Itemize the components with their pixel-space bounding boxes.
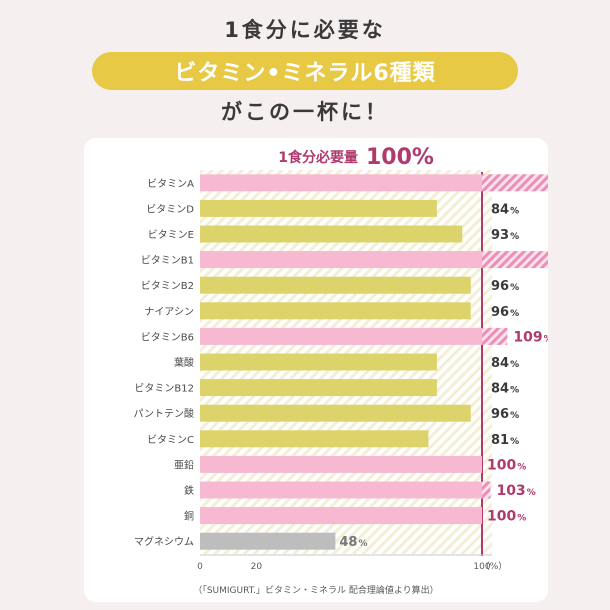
headline-top: 1食分に必要な: [224, 18, 386, 42]
category-label: ビタミンB12: [134, 383, 194, 395]
category-label: 亜鉛: [174, 458, 194, 471]
bar: [200, 532, 336, 550]
value-label: 109%: [513, 329, 548, 345]
value-unit: %: [510, 386, 519, 396]
bar: [200, 430, 429, 448]
highlight-pill: ビタミン•ミネラル6種類: [92, 52, 518, 90]
bar: [200, 225, 463, 243]
bar: [200, 327, 482, 345]
value-label: 84%: [491, 202, 519, 217]
value-label: 96%: [491, 279, 519, 294]
value-label: 93%: [491, 228, 519, 243]
value-unit: %: [527, 488, 536, 498]
bar: [200, 353, 437, 371]
value-unit: %: [517, 462, 526, 472]
category-label: ナイアシン: [144, 306, 194, 318]
category-label: パントテン酸: [134, 407, 195, 420]
value-label: 81%: [491, 433, 519, 448]
category-label: ビタミンB2: [141, 280, 194, 292]
value-label: 84%: [491, 382, 519, 397]
category-label: 銅: [184, 510, 194, 523]
value-unit: %: [510, 206, 519, 216]
bar: [200, 276, 471, 294]
bar: [200, 379, 437, 397]
value-unit: %: [510, 232, 519, 242]
headline-bottom: がこの一杯に！: [221, 100, 389, 124]
bar: [200, 302, 471, 320]
x-tick-label: 100: [473, 562, 490, 572]
category-label: 鉄: [184, 484, 194, 497]
value-unit: %: [517, 514, 526, 524]
value-unit: %: [544, 334, 548, 344]
category-label: ビタミンD: [146, 203, 194, 215]
value-unit: %: [510, 309, 519, 319]
bar: [200, 455, 482, 473]
bar-overflow: [482, 327, 508, 345]
value-unit: %: [358, 539, 367, 549]
value-label: 48%: [339, 535, 367, 550]
bar: [200, 174, 482, 192]
value-unit: %: [510, 437, 519, 447]
value-unit: %: [510, 360, 519, 370]
value-label: 100%: [487, 457, 526, 473]
value-label: 96%: [491, 305, 519, 320]
value-label: 96%: [491, 407, 519, 422]
bar: [200, 251, 482, 269]
category-label: ビタミンC: [147, 434, 194, 446]
category-label: ビタミンE: [148, 229, 194, 241]
category-label: マグネシウム: [134, 535, 194, 548]
value-label: 103%: [496, 483, 535, 499]
value-unit: %: [510, 283, 519, 293]
value-label: 100%: [487, 509, 526, 525]
category-label: ビタミンB6: [141, 331, 194, 343]
value-label: 84%: [491, 356, 519, 371]
category-label: ビタミンB1: [141, 255, 194, 267]
bar: [200, 199, 437, 217]
bar: [200, 404, 471, 422]
bar-overflow: [482, 481, 491, 499]
source-note: （「SUMIGURT.」ビタミン・ミネラル 配合理論値より算出）: [193, 584, 438, 596]
category-label: 葉酸: [174, 356, 194, 369]
reference-label: 1食分必要量: [278, 149, 358, 166]
bar: [200, 481, 482, 499]
bar: [200, 507, 482, 525]
x-tick-label: 20: [251, 562, 263, 572]
category-label: ビタミンA: [147, 178, 194, 190]
bar-overflow: [482, 174, 548, 192]
bar-overflow: [482, 251, 548, 269]
reference-value: 100%: [366, 145, 434, 170]
value-unit: %: [510, 411, 519, 421]
x-unit-label: （%）: [481, 561, 508, 572]
x-tick-label: 0: [197, 562, 203, 572]
highlight-text: ビタミン•ミネラル6種類: [174, 61, 436, 86]
